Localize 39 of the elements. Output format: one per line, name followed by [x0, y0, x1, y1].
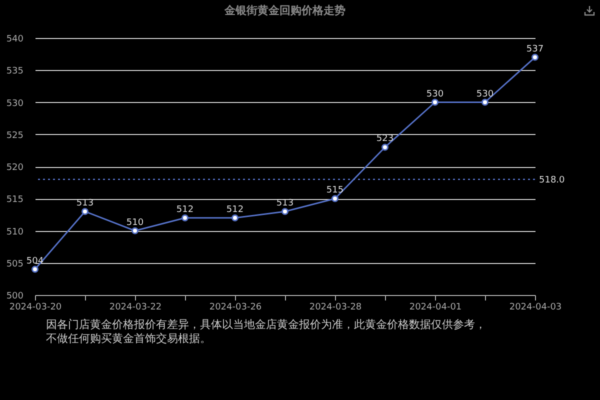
- y-tick-label: 520: [6, 163, 24, 173]
- data-label: 513: [276, 198, 294, 208]
- x-tick-label: 2024-04-01: [409, 302, 462, 312]
- point: [432, 98, 438, 106]
- y-tick-label: 500: [6, 292, 24, 302]
- point: [382, 144, 388, 151]
- data-label: 513: [76, 198, 94, 208]
- data-label: 523: [376, 134, 394, 144]
- point: [182, 214, 188, 222]
- x-tick-label: 2024-03-26: [209, 302, 262, 312]
- x-tick-label: 2024-03-20: [9, 302, 62, 312]
- y-tick-label: 530: [6, 98, 24, 109]
- point: [132, 227, 138, 234]
- data-label: 515: [326, 186, 344, 196]
- point: [282, 208, 288, 215]
- y-tick-label: 505: [6, 259, 24, 270]
- y-tick-label: 525: [6, 130, 24, 141]
- chart-title: 金银街黄金回购价格走势: [224, 4, 346, 17]
- ref-line-label: 518.0: [539, 175, 566, 186]
- x-tick-label: 2024-03-22: [109, 302, 162, 312]
- y-tick-label: 535: [6, 66, 24, 77]
- point: [482, 98, 488, 106]
- text: 因各门店黄金价格报价有差异，具体以当地金店黄金报价为准，此黄金价格数据仅供参考，不做任何购买黄金首饰交易根据。: [46, 318, 486, 346]
- data-label: 530: [476, 89, 494, 100]
- x-tick-label: 2024-03-28: [309, 302, 362, 312]
- point: [332, 195, 338, 202]
- y-tick-label: 540: [6, 34, 24, 44]
- point: [82, 208, 88, 215]
- data-label: 510: [126, 218, 144, 228]
- data-label: 530: [426, 89, 444, 100]
- point: [232, 214, 238, 222]
- data-label: 537: [526, 44, 544, 54]
- point: [532, 54, 538, 61]
- y-tick-label: 510: [6, 227, 24, 238]
- x-tick-label: 2024-04-03: [509, 302, 562, 312]
- y-tick-label: 515: [6, 195, 24, 206]
- point: [32, 266, 38, 273]
- data-label: 512: [176, 204, 194, 215]
- data-label: 512: [226, 204, 244, 215]
